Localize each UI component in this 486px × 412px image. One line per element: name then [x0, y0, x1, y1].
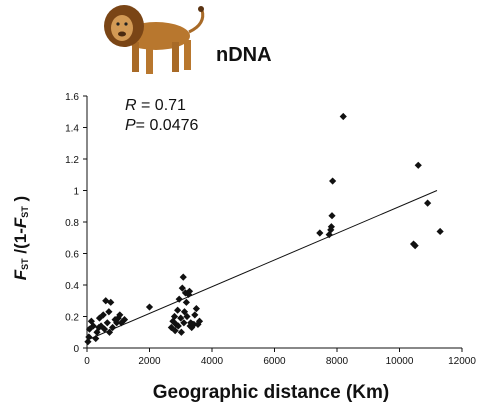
data-point [339, 112, 347, 121]
y-tick-label: 0.4 [65, 281, 79, 292]
data-point [89, 322, 97, 330]
data-point [167, 323, 175, 332]
data-point [188, 323, 196, 332]
data-point [180, 319, 188, 327]
data-point [145, 303, 154, 311]
data-point [184, 290, 193, 299]
data-point [171, 327, 179, 335]
data-point [84, 338, 92, 346]
data-point [190, 320, 198, 328]
data-point [180, 308, 189, 316]
data-point [436, 227, 444, 236]
y-tick-label: 1.2 [65, 155, 79, 166]
data-point [103, 319, 111, 327]
data-point [175, 295, 183, 303]
lion-icon [104, 5, 205, 74]
data-point [85, 333, 93, 341]
data-point [116, 311, 124, 319]
data-points [84, 112, 444, 346]
x-axis-ticks: 0 2000 4000 6000 8000 10000 12000 [84, 348, 476, 367]
r-value: = 0.71 [141, 97, 186, 114]
y-tick-label: 0.6 [65, 250, 79, 261]
data-point [177, 328, 185, 336]
data-point [85, 325, 94, 333]
data-point [95, 323, 103, 332]
statistics-annotation: R = 0.71 P= 0.0476 [125, 96, 198, 136]
data-point [95, 314, 104, 322]
x-tick-label: 4000 [201, 356, 224, 367]
data-point [117, 319, 125, 327]
y-tick-label: 1.6 [65, 92, 79, 103]
p-value: = 0.0476 [135, 117, 199, 134]
axes [86, 96, 462, 349]
data-point [114, 314, 122, 322]
data-point [411, 242, 419, 250]
data-point [87, 317, 95, 325]
data-point [316, 229, 324, 237]
y-tick-label: 0.8 [65, 218, 79, 229]
data-point [120, 316, 129, 324]
y-tick-label: 0.2 [65, 313, 79, 324]
y-tick-label: 1 [73, 187, 79, 198]
data-point [99, 311, 107, 319]
data-point [195, 317, 204, 325]
regression-line-group [86, 190, 438, 341]
x-tick-label: 0 [84, 356, 90, 367]
panel-title: nDNA [216, 44, 272, 66]
x-tick-label: 12000 [448, 356, 476, 367]
x-axis-label: Geographic distance (Km) [152, 382, 390, 403]
x-tick-label: 10000 [386, 356, 414, 367]
data-point [329, 177, 337, 185]
data-point [105, 328, 114, 336]
data-point [192, 305, 200, 313]
y-tick-label: 0 [73, 344, 79, 355]
data-point [105, 308, 113, 316]
data-point [169, 317, 177, 325]
data-point [414, 161, 422, 169]
data-point [183, 312, 191, 321]
data-point [113, 319, 121, 327]
data-point [327, 223, 335, 231]
data-point [174, 306, 182, 314]
data-point [177, 314, 185, 322]
data-point [185, 287, 194, 295]
data-point [170, 312, 179, 321]
x-tick-label: 8000 [326, 356, 349, 367]
data-point [328, 212, 336, 220]
data-point [109, 323, 117, 332]
data-point [97, 322, 105, 330]
data-point [92, 334, 100, 343]
data-point [191, 311, 199, 319]
regression-line [86, 190, 438, 341]
data-point [178, 284, 186, 292]
x-tick-label: 6000 [263, 356, 286, 367]
x-tick-label: 2000 [138, 356, 161, 367]
data-point [424, 199, 432, 207]
data-point [179, 273, 187, 281]
data-point [111, 316, 119, 324]
y-tick-label: 1.4 [65, 124, 79, 135]
p-label: P [125, 117, 136, 134]
r-label: R [125, 97, 137, 114]
y-axis-ticks: 0 0.2 0.4 0.6 0.8 1 1.2 1.4 1.6 [65, 92, 87, 355]
correlation-text: R = 0.71 [125, 96, 198, 116]
data-point [107, 298, 115, 306]
data-point [182, 298, 190, 306]
data-point [100, 325, 109, 333]
data-point [174, 322, 182, 330]
p-value-text: P= 0.0476 [125, 116, 198, 136]
